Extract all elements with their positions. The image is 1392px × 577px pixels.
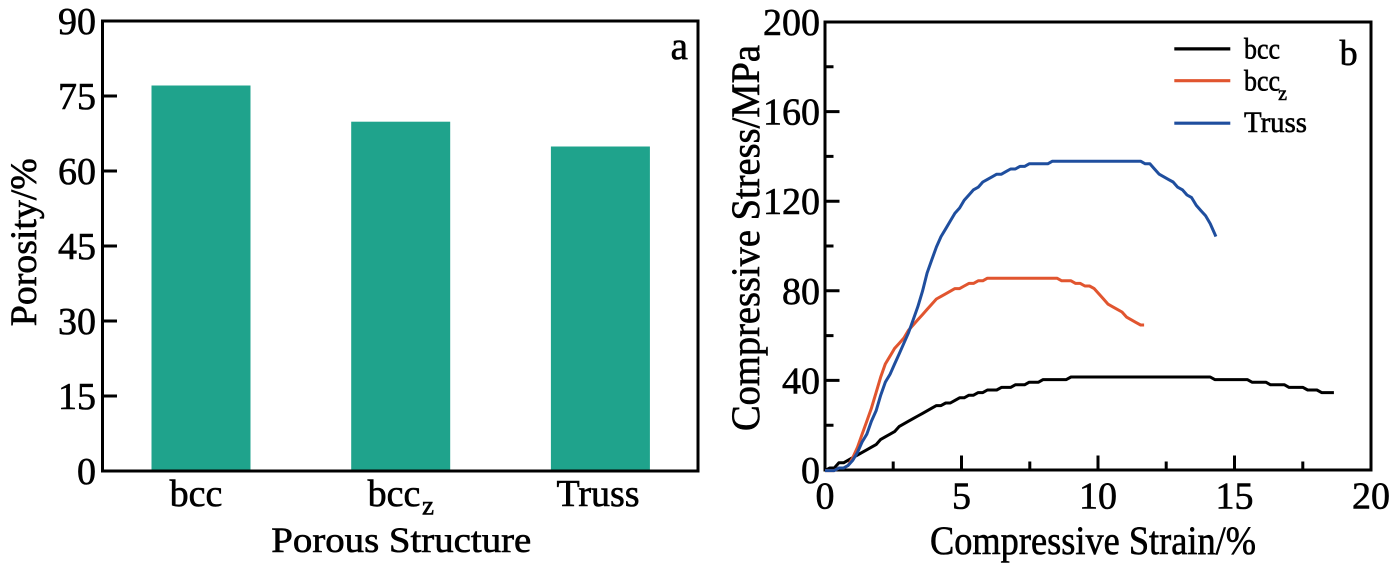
svg-text:Truss: Truss <box>1244 106 1307 139</box>
svg-text:0: 0 <box>77 451 96 493</box>
svg-text:Truss: Truss <box>556 473 639 515</box>
svg-text:bcc: bcc <box>1244 64 1280 97</box>
svg-text:30: 30 <box>58 301 96 343</box>
svg-text:200: 200 <box>763 2 820 44</box>
svg-text:b: b <box>1340 33 1358 73</box>
svg-text:a: a <box>671 25 688 68</box>
svg-text:15: 15 <box>58 376 96 418</box>
svg-text:10: 10 <box>1079 476 1117 518</box>
svg-text:20: 20 <box>1352 476 1390 518</box>
svg-text:0: 0 <box>816 476 835 518</box>
svg-text:120: 120 <box>763 181 820 223</box>
svg-text:z: z <box>422 491 434 521</box>
svg-text:Porous Structure: Porous Structure <box>271 520 531 560</box>
svg-text:0: 0 <box>801 450 820 492</box>
svg-text:160: 160 <box>763 92 820 134</box>
svg-text:45: 45 <box>58 226 96 268</box>
svg-text:bcc: bcc <box>1244 33 1280 66</box>
svg-text:Compressive Stress/MPa: Compressive Stress/MPa <box>723 45 768 431</box>
svg-text:80: 80 <box>782 271 820 313</box>
svg-text:bcc: bcc <box>170 473 223 515</box>
svg-text:z: z <box>1278 83 1287 105</box>
svg-text:bcc: bcc <box>368 473 421 515</box>
svg-text:Porosity/%: Porosity/% <box>3 158 44 326</box>
svg-text:90: 90 <box>58 1 96 43</box>
svg-text:Compressive Strain/%: Compressive Strain/% <box>930 518 1256 563</box>
svg-text:5: 5 <box>952 476 971 518</box>
svg-text:60: 60 <box>58 151 96 193</box>
svg-text:75: 75 <box>58 76 96 118</box>
svg-text:15: 15 <box>1216 476 1254 518</box>
svg-text:40: 40 <box>782 360 820 402</box>
